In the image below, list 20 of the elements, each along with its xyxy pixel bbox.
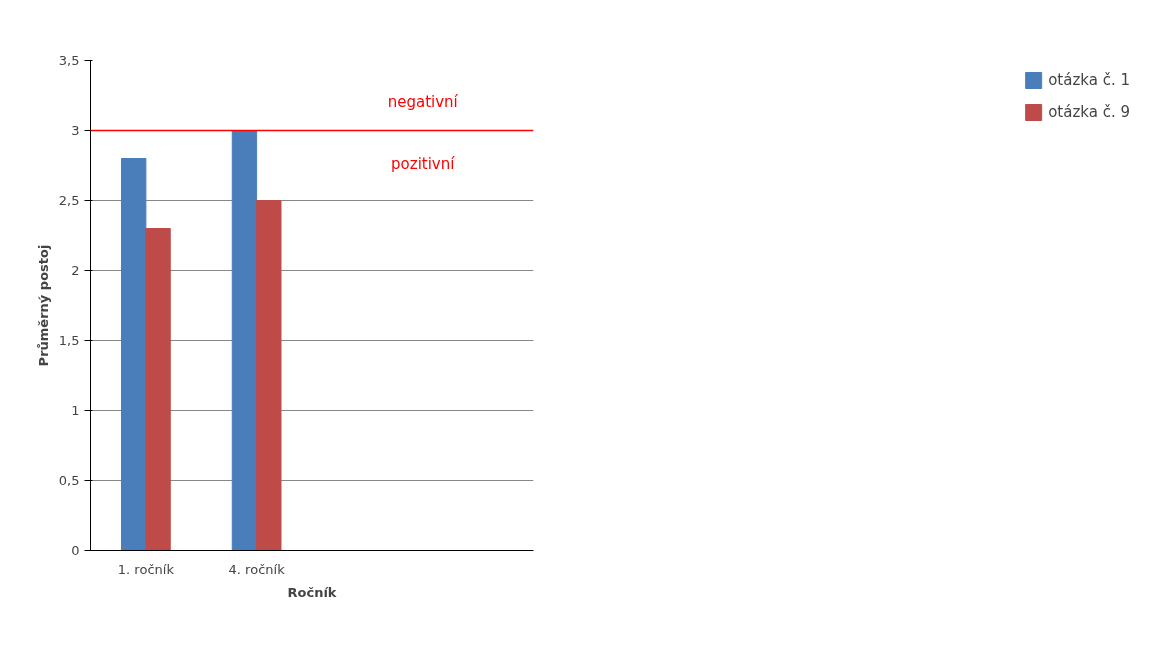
legend-label: otázka č. 1 [1048, 71, 1130, 89]
y-tick-label: 0,5 [58, 473, 80, 488]
x-axis-title: Ročník [287, 584, 337, 600]
x-tick-label: 4. ročník [228, 561, 286, 577]
bar [121, 158, 147, 551]
ref-line-label: negativní [387, 92, 459, 111]
y-tick-label: 2 [71, 263, 80, 278]
bar [231, 130, 258, 551]
y-tick-label: 3 [71, 123, 80, 138]
bar [256, 200, 282, 551]
y-tick-label: 1 [71, 403, 80, 418]
bar [145, 228, 171, 551]
y-tick-label: 0 [71, 543, 80, 558]
y-tick-label: 3,5 [58, 53, 80, 68]
x-tick-label: 1. ročník [117, 561, 175, 577]
annotation: pozitivní [391, 154, 456, 173]
y-tick-label: 1,5 [58, 333, 80, 348]
y-axis-title: Průměrný postoj [35, 244, 51, 367]
y-tick-label: 2,5 [58, 193, 80, 208]
legend-label: otázka č. 9 [1048, 103, 1130, 121]
